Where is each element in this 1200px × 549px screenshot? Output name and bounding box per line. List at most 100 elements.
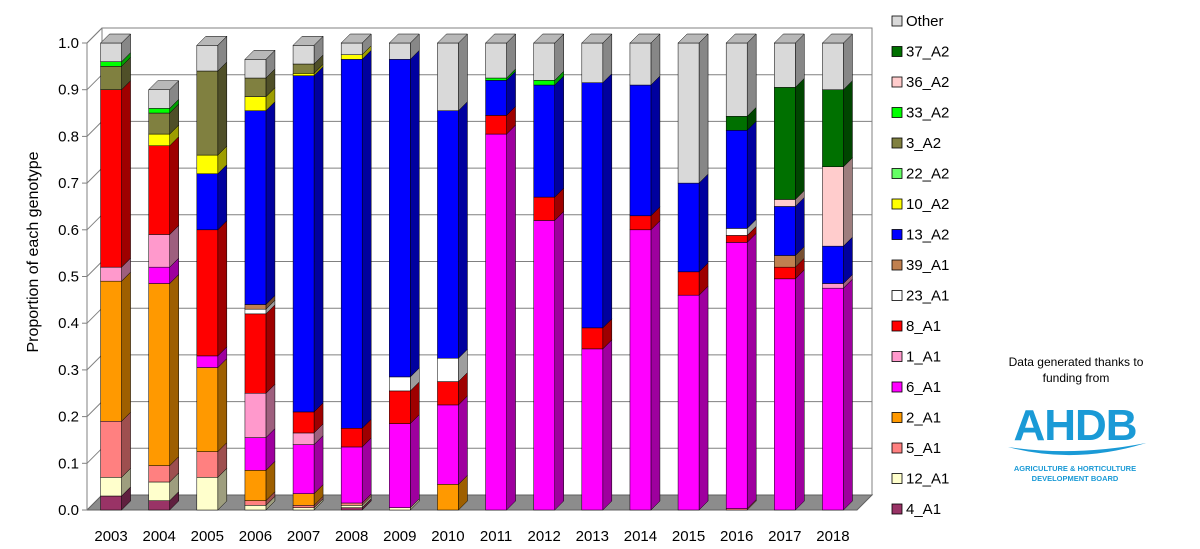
bar-segment-6_A1 (340, 437, 372, 504)
legend-label: 10_A2 (906, 196, 949, 213)
bar-2008 (340, 33, 372, 511)
x-tick-label: 2010 (431, 528, 464, 545)
bar-top (773, 33, 805, 44)
bar-segment-Other (437, 33, 468, 112)
x-tick-label: 2005 (191, 528, 224, 545)
gridline-diag (86, 261, 103, 277)
bar-segment-6_A1 (581, 339, 613, 511)
bar-segment-6_A1 (725, 232, 757, 510)
bar-segment-13_A2 (437, 101, 468, 359)
legend-item-5_A1: 5_A1 (891, 440, 941, 457)
legend-label: 2_A1 (906, 410, 941, 427)
bar-top (629, 33, 661, 44)
bar-segment-2_A1 (437, 474, 468, 511)
legend-item-8_A1: 8_A1 (891, 318, 941, 335)
bar-2018 (821, 33, 854, 511)
bar-2003 (99, 33, 132, 511)
legend-label: 37_A2 (906, 44, 949, 61)
ahdb-logo: AHDB AGRICULTURE & HORTICULTURE DEVELOPM… (1008, 401, 1146, 483)
legend-item-12_A1: 12_A1 (891, 471, 949, 488)
legend-swatch (891, 229, 903, 240)
legend-item-10_A2: 10_A2 (891, 196, 949, 213)
legend-swatch (891, 381, 903, 393)
bar-segment-Other (485, 33, 516, 79)
legend-item-Other: Other (891, 13, 944, 30)
bar-top (677, 33, 709, 44)
bar-segment-6_A1 (148, 257, 179, 285)
legend-swatch (891, 137, 903, 149)
legend-item-39_A1: 39_A1 (891, 257, 949, 274)
bar-segment-Other (533, 33, 564, 81)
bar-top (725, 33, 757, 44)
bar-segment-13_A2 (196, 164, 228, 231)
legend-swatch (891, 412, 903, 423)
bar-segment-6_A1 (437, 395, 468, 485)
bar-segment-13_A2 (389, 49, 420, 378)
bar-segment-2_A1 (100, 271, 131, 422)
legend-item-36_A2: 36_A2 (891, 74, 949, 91)
gridline-diag (86, 214, 103, 231)
bar-top (340, 33, 372, 44)
bar-segment-13_A2 (581, 73, 613, 329)
bar-segment-6_A1 (485, 124, 516, 511)
bar-top (581, 33, 613, 44)
x-tick-label: 2011 (480, 528, 512, 545)
legend-label: 3_A2 (906, 135, 941, 152)
chart-legend: Other 37_A2 36_A2 33_A2 3_A2 22_A2 10_A2 13_A2 3… (891, 13, 949, 518)
logo-subtitle-1: AGRICULTURE & HORTICULTURE (1014, 464, 1136, 473)
bar-segment-13_A2 (677, 173, 709, 273)
bar-segment-37_A2 (822, 80, 853, 168)
y-tick-label: 0.8 (58, 128, 79, 145)
bar-2014 (629, 33, 661, 511)
legend-swatch (891, 442, 903, 454)
bar-2010 (436, 33, 469, 511)
legend-item-13_A2: 13_A2 (891, 227, 949, 244)
legend-swatch (891, 351, 903, 362)
bar-segment-2_A1 (196, 357, 228, 453)
legend-item-37_A2: 37_A2 (891, 44, 949, 61)
bar-segment-4_A1 (100, 486, 131, 511)
bar-segment-6_A1 (533, 210, 564, 511)
bar-segment-13_A2 (340, 49, 372, 429)
y-tick-label: 0.4 (58, 315, 79, 332)
x-tick-label: 2014 (624, 528, 657, 545)
legend-label: 13_A2 (906, 227, 949, 244)
legend-item-22_A2: 22_A2 (891, 166, 949, 183)
bar-2017 (773, 33, 805, 511)
x-tick-label: 2007 (287, 528, 320, 545)
bar-segment-13_A2 (629, 75, 661, 217)
bar-top (388, 33, 420, 44)
legend-label: 1_A1 (906, 349, 941, 366)
bar-segment-37_A2 (774, 77, 805, 201)
bar-2011 (484, 33, 517, 511)
bar-top (196, 36, 228, 46)
legend-label: 6_A1 (906, 379, 941, 396)
bar-segment-8_A1 (148, 136, 179, 236)
legend-swatch (891, 198, 903, 210)
bar-2015 (677, 33, 709, 511)
x-tick-label: 2004 (143, 528, 176, 545)
gridline-diag (86, 121, 103, 137)
bar-segment-Other (196, 35, 228, 72)
bar-segment-8_A1 (533, 187, 564, 222)
credit-line-2: funding from (1042, 371, 1110, 385)
legend-swatch (891, 15, 903, 27)
legend-item-1_A1: 1_A1 (891, 349, 941, 366)
legend-label: 8_A1 (906, 318, 941, 335)
x-tick-label: 2016 (720, 528, 753, 545)
bar-2013 (581, 33, 613, 511)
legend-item-33_A2: 33_A2 (891, 105, 949, 122)
bar-top (436, 33, 469, 44)
bar-segment-Other (389, 33, 420, 60)
legend-label: 33_A2 (906, 105, 949, 122)
bar-segment-13_A2 (822, 236, 853, 285)
y-tick-label: 0.3 (58, 362, 79, 379)
bar-segment-23_A1 (389, 367, 420, 392)
y-tick-label: 0.5 (58, 269, 79, 286)
logo-swoosh (1008, 443, 1146, 456)
bar-top (148, 80, 180, 90)
bar-2005 (196, 35, 228, 511)
gridline-diag (86, 167, 103, 184)
bar-segment-13_A2 (244, 101, 276, 306)
bar-2004 (148, 80, 180, 511)
